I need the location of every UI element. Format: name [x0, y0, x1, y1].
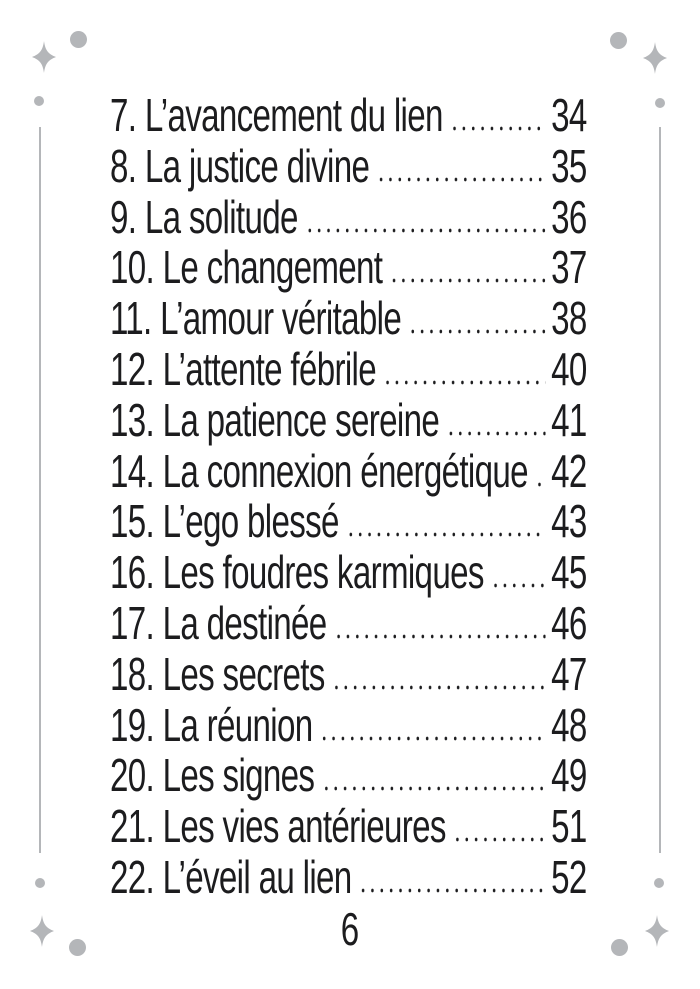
- toc-entry-label: 7. L’avancement du lien: [110, 89, 443, 141]
- toc-row: 18. Les secrets 47: [110, 647, 587, 700]
- toc-entry-page: 51: [551, 800, 587, 853]
- dotted-leader: [376, 176, 546, 182]
- toc-entry-label: 12. L’attente fébrile: [110, 342, 377, 395]
- toc-entry-page: 36: [551, 190, 587, 243]
- toc-entry-page: 42: [551, 444, 587, 497]
- dotted-leader: [358, 887, 546, 893]
- sparkle-icon-top-left: [32, 41, 56, 73]
- toc-entry-page: 46: [551, 596, 587, 649]
- dotted-leader: [346, 532, 546, 538]
- toc-entry-page: 41: [551, 393, 587, 446]
- toc-row: 16. Les foudres karmiques 45: [110, 547, 587, 598]
- dotted-leader: [333, 633, 546, 639]
- toc-row: 13. La patience sereine 41: [110, 393, 587, 446]
- toc-entry-page: 47: [551, 647, 587, 700]
- sparkle-icon-bottom-right: [645, 915, 669, 947]
- dotted-leader: [321, 786, 546, 792]
- dot-ornament-bottom-left-big: [69, 939, 86, 956]
- toc-row: 22. L’éveil au lien 52: [110, 852, 587, 903]
- dotted-leader: [449, 126, 546, 131]
- toc-row: 17. La destinée 46: [110, 598, 587, 649]
- sparkle-icon-top-right: [643, 42, 667, 74]
- toc-entry-label: 22. L’éveil au lien: [110, 850, 352, 903]
- dotted-leader: [383, 379, 546, 385]
- toc-entry-label: 16. Les foudres karmiques: [110, 546, 484, 599]
- toc-entry-label: 18. Les secrets: [110, 647, 325, 700]
- toc-row: 9. La solitude 36: [110, 190, 587, 243]
- toc-row: 21. Les vies antérieures 51: [110, 801, 587, 852]
- toc-entry-label: 8. La justice divine: [110, 139, 370, 192]
- toc-entry-label: 17. La destinée: [110, 596, 327, 649]
- page-rule-right: [659, 127, 661, 853]
- page-rule-left: [39, 127, 41, 853]
- toc-entry-page: 45: [551, 546, 587, 599]
- toc-row: 19. La réunion 48: [110, 698, 587, 751]
- dotted-leader: [446, 430, 546, 436]
- dot-ornament-bottom-right-big: [611, 939, 628, 956]
- dotted-leader: [408, 329, 546, 335]
- page-number: 6: [340, 903, 360, 955]
- toc-entry-label: 11. L’amour véritable: [110, 292, 402, 345]
- dot-ornament-bottom-left-small: [35, 878, 45, 888]
- toc-entry-page: 49: [551, 749, 587, 802]
- dot-ornament-top-right-small: [655, 98, 665, 108]
- toc-row: 20. Les signes 49: [110, 750, 587, 801]
- dotted-leader: [319, 735, 546, 741]
- toc-row: 14. La connexion énergétique 42: [110, 444, 587, 497]
- toc-entry-page: 43: [551, 495, 587, 548]
- toc-entry-label: 9. La solitude: [110, 190, 298, 243]
- toc-entry-label: 14. La connexion énergétique: [110, 444, 529, 497]
- toc-row: 7. L’avancement du lien 34: [110, 90, 587, 141]
- toc-row: 8. La justice divine 35: [110, 139, 587, 192]
- dotted-leader: [490, 583, 546, 589]
- toc-row: 15. L’ego blessé 43: [110, 496, 587, 547]
- toc-row: 11. L’amour véritable 38: [110, 293, 587, 344]
- toc-entry-page: 40: [551, 342, 587, 395]
- toc-row: 12. L’attente fébrile 40: [110, 344, 587, 395]
- toc-entry-page: 38: [551, 292, 587, 345]
- toc-row: 10. Le changement 37: [110, 242, 587, 293]
- toc-entry-page: 48: [551, 698, 587, 751]
- toc-entry-label: 15. L’ego blessé: [110, 495, 339, 548]
- dotted-leader: [331, 684, 546, 690]
- dotted-leader: [389, 278, 546, 284]
- dot-ornament-bottom-right-small: [654, 878, 664, 888]
- toc-entry-label: 21. Les vies antérieures: [110, 800, 446, 853]
- dotted-leader: [452, 837, 546, 843]
- dot-ornament-top-right-big: [610, 32, 627, 49]
- toc-entry-label: 13. La patience sereine: [110, 393, 440, 446]
- dot-ornament-top-left-small: [34, 96, 44, 106]
- toc-entry-page: 52: [551, 850, 587, 903]
- toc-entry-label: 20. Les signes: [110, 749, 315, 802]
- toc-entry-label: 19. La réunion: [110, 698, 313, 751]
- dotted-leader: [304, 227, 546, 233]
- dotted-leader: [535, 481, 546, 487]
- toc-entry-label: 10. Le changement: [110, 241, 383, 294]
- toc-entry-page: 34: [551, 89, 587, 141]
- sparkle-icon-bottom-left: [30, 915, 54, 947]
- toc-entry-page: 37: [551, 241, 587, 294]
- toc-entry-page: 35: [551, 139, 587, 192]
- toc-list: 7. L’avancement du lien 34 8. La justice…: [110, 90, 587, 903]
- dot-ornament-top-left-big: [70, 31, 87, 48]
